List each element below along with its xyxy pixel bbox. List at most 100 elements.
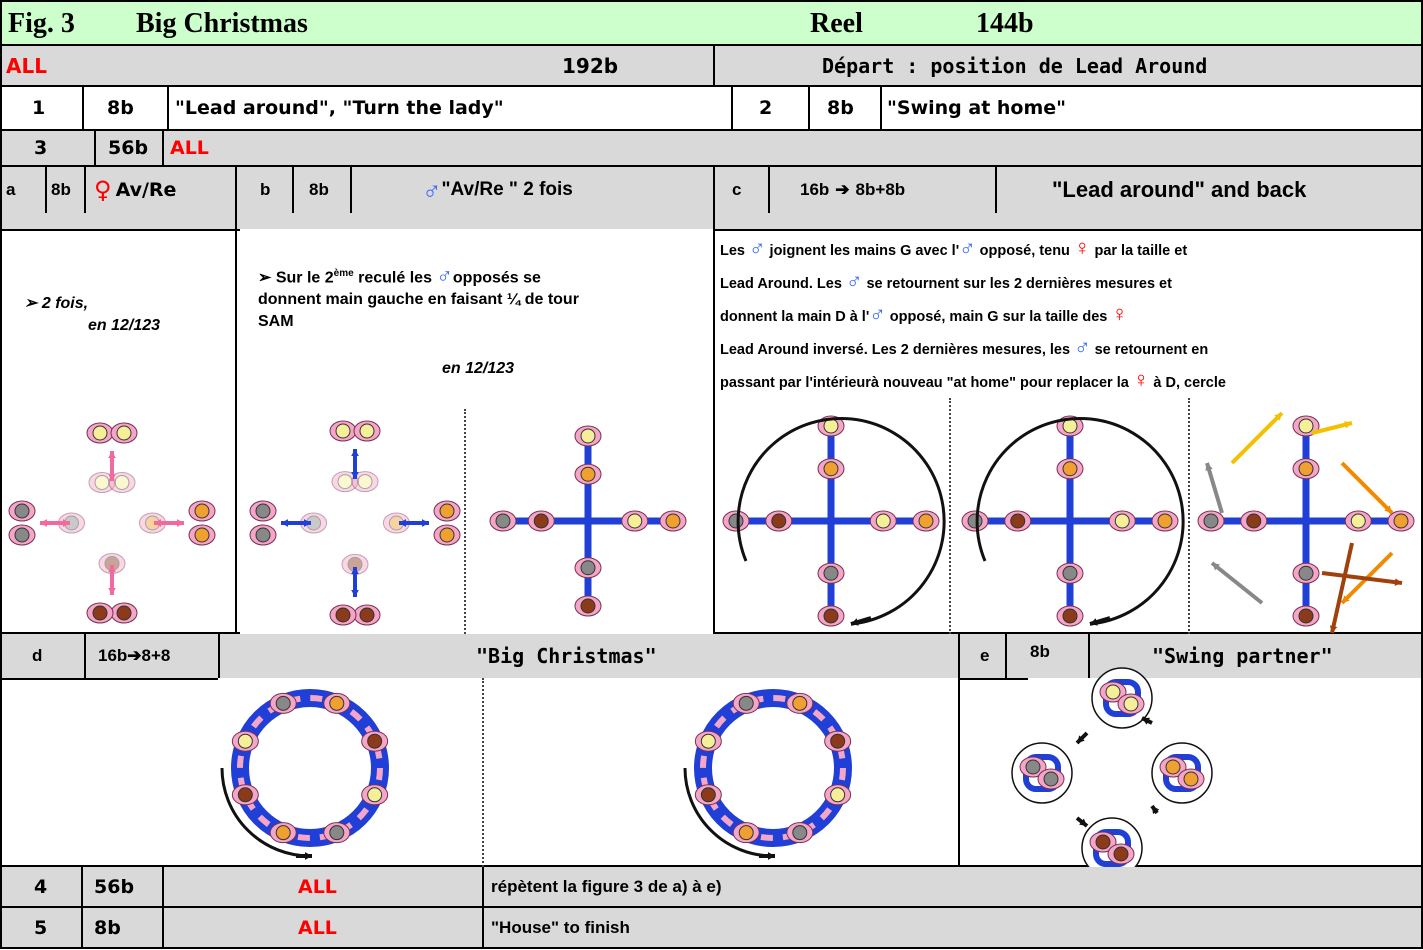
- female-icon: ♀: [94, 176, 112, 204]
- row-2-text: "Swing at home": [887, 97, 1067, 119]
- dancer-head: [792, 695, 808, 711]
- dancer: [722, 510, 750, 532]
- dancer: [8, 500, 36, 522]
- dancer: [1056, 605, 1084, 627]
- dancer: [88, 472, 116, 493]
- dancer-head: [1298, 565, 1314, 581]
- part-b-line1c: opposés se: [452, 269, 541, 287]
- dancer: [1197, 510, 1225, 532]
- row-5: 5 8b ALL "House" to finish: [0, 908, 1423, 949]
- male-icon: ♂: [422, 174, 442, 205]
- dancer: [323, 692, 351, 714]
- row-1-number: 1: [32, 97, 46, 119]
- dancer: [353, 604, 381, 626]
- part-a-label-wrap: ♀ Av/Re: [94, 167, 176, 213]
- dancer-head: [255, 503, 271, 519]
- dancer: [231, 730, 259, 752]
- parts-de-header: d 16b ➔ 8+8 "Big Christmas" e 8b "Swing …: [0, 634, 1423, 678]
- male-icon: ♂: [1074, 334, 1091, 359]
- dancer-head: [792, 825, 808, 841]
- dancer: [1037, 768, 1065, 790]
- part-b-letter: b: [260, 180, 271, 199]
- dancer-head: [627, 513, 643, 529]
- part-d-bars-split: 8+8: [141, 646, 171, 665]
- dancer: [361, 784, 389, 806]
- dancer: [1292, 605, 1320, 627]
- arrow-line: [1330, 542, 1354, 634]
- dancer-head: [823, 565, 839, 581]
- c-l5a: passant par l'intérieurà nouveau "at hom…: [720, 375, 1133, 391]
- dancer-head: [580, 466, 596, 482]
- part-c-letter: c: [732, 180, 742, 199]
- rotation-arc: [736, 417, 946, 626]
- dancer-head: [337, 474, 353, 490]
- female-icon: ♀: [1073, 235, 1091, 260]
- arrow-head: [1212, 563, 1220, 571]
- dancer-head: [967, 513, 983, 529]
- dancer-head: [194, 527, 210, 543]
- arrow-line: [1321, 571, 1403, 585]
- c-l5b: à D, cercle: [1149, 375, 1226, 391]
- dancer-head: [495, 513, 511, 529]
- arrow-head: [1274, 413, 1282, 421]
- dancer: [433, 500, 461, 522]
- dancer-head: [1062, 608, 1078, 624]
- dancer: [732, 692, 760, 714]
- dancer-head: [771, 513, 787, 529]
- dancer: [323, 822, 351, 844]
- part-d-bars: 16b: [98, 646, 128, 665]
- dancer-head: [1062, 418, 1078, 434]
- dancer-head: [357, 474, 373, 490]
- dancer: [300, 512, 328, 534]
- dance-bars: 144b: [976, 8, 1034, 39]
- dancer-body: [351, 471, 379, 493]
- dancer: [1004, 510, 1032, 532]
- row-2-number: 2: [759, 97, 773, 119]
- row-1-text: "Lead around", "Turn the lady": [175, 97, 504, 119]
- ring-hands: [700, 695, 846, 841]
- dancer-head: [1183, 771, 1199, 787]
- dancer-head: [14, 503, 30, 519]
- dancer-head: [1393, 513, 1409, 529]
- part-d-bars-wrap: 16b ➔ 8+8: [98, 634, 170, 678]
- dancer: [110, 602, 138, 624]
- dancer-head: [1157, 513, 1173, 529]
- arrow-head: [1090, 618, 1098, 626]
- dance-type: Reel: [810, 8, 863, 39]
- dancer: [1292, 458, 1320, 480]
- dancer-head: [275, 695, 291, 711]
- dancer: [786, 822, 814, 844]
- part-c-bars-split: 8b+8b: [855, 180, 906, 199]
- part-b-line1sup: ème: [333, 268, 354, 279]
- dancer-head: [533, 513, 549, 529]
- dancer: [824, 730, 852, 752]
- row-4-number: 4: [34, 875, 48, 898]
- dancer: [659, 510, 687, 532]
- arrow-head: [1077, 735, 1085, 743]
- figure-number: Fig. 3: [8, 8, 75, 39]
- diagram-d2: [683, 689, 852, 860]
- dancer-head: [1298, 418, 1314, 434]
- dancer-head: [1062, 461, 1078, 477]
- row-1-bars: 8b: [107, 97, 134, 119]
- dancer-head: [329, 825, 345, 841]
- diagram-c3: [1197, 411, 1415, 634]
- dancer-head: [665, 513, 681, 529]
- dancer-head: [580, 428, 596, 444]
- dancer-head: [1010, 513, 1026, 529]
- dancer-head: [1062, 565, 1078, 581]
- arrow-head: [851, 618, 859, 626]
- dancer-head: [367, 733, 383, 749]
- diagram-b2: [489, 425, 687, 617]
- row-5-bars: 8b: [94, 916, 121, 939]
- dancer-head: [580, 560, 596, 576]
- dancer: [188, 524, 216, 546]
- start-position: Départ : position de Lead Around: [822, 53, 1208, 78]
- dancer-head: [1350, 513, 1366, 529]
- dancer-head: [1298, 608, 1314, 624]
- dancer-head: [329, 695, 345, 711]
- arrow-head: [1205, 463, 1213, 471]
- dancer-head: [359, 423, 375, 439]
- part-b-label-wrap: ♂ "Av/Re " 2 fois: [422, 167, 573, 213]
- arrow-line: [1210, 561, 1264, 605]
